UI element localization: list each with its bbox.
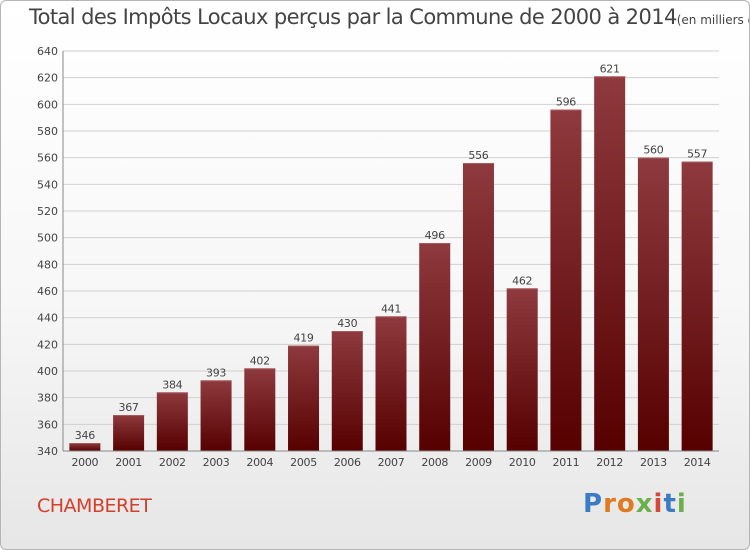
y-tick-label: 400 — [37, 365, 58, 378]
data-label: 560 — [643, 144, 663, 157]
data-label: 367 — [119, 401, 139, 414]
x-tick-label: 2013 — [640, 456, 667, 469]
bar — [156, 392, 188, 451]
data-label: 346 — [75, 429, 95, 442]
bar — [331, 331, 363, 451]
x-tick-label: 2007 — [378, 456, 405, 469]
data-label: 430 — [337, 317, 357, 330]
data-label: 557 — [687, 148, 707, 161]
y-tick-label: 620 — [37, 72, 58, 85]
y-tick-label: 600 — [37, 98, 58, 111]
y-tick-label: 460 — [37, 285, 58, 298]
bar — [462, 163, 494, 451]
bar — [419, 243, 451, 451]
logo-letter: i — [676, 489, 687, 519]
data-label: 496 — [425, 229, 445, 242]
y-tick-label: 520 — [37, 205, 58, 218]
logo-letter: o — [616, 489, 636, 519]
bar — [550, 109, 582, 452]
data-label: 441 — [381, 302, 401, 315]
bar — [506, 288, 538, 451]
y-tick-label: 420 — [37, 338, 58, 351]
data-label: 384 — [162, 378, 182, 391]
y-tick-label: 440 — [37, 312, 58, 325]
y-tick-label: 480 — [37, 258, 58, 271]
bar — [594, 76, 626, 451]
x-tick-label: 2009 — [465, 456, 492, 469]
bar — [681, 161, 713, 451]
data-label: 419 — [293, 332, 313, 345]
x-tick-label: 2001 — [115, 456, 142, 469]
y-tick-label: 360 — [37, 418, 58, 431]
y-tick-label: 560 — [37, 152, 58, 165]
x-tick-label: 2006 — [334, 456, 361, 469]
data-label: 402 — [250, 354, 270, 367]
x-tick-label: 2005 — [290, 456, 317, 469]
y-tick-label: 500 — [37, 232, 58, 245]
data-label: 621 — [600, 62, 620, 75]
data-label: 462 — [512, 274, 532, 287]
data-label: 393 — [206, 366, 226, 379]
data-label: 556 — [468, 149, 488, 162]
data-labels: 346 367 384 393 402 419 430 441 496 556 462 596 621 5… — [75, 62, 708, 442]
y-tick-label: 580 — [37, 125, 58, 138]
y-tick-label: 640 — [37, 45, 58, 58]
bars — [69, 76, 713, 452]
x-tick-label: 2002 — [159, 456, 186, 469]
x-tick-label: 2011 — [553, 456, 580, 469]
logo-letter: x — [635, 489, 654, 519]
x-tick-label: 2004 — [246, 456, 273, 469]
x-tick-label: 2000 — [71, 456, 98, 469]
data-label: 596 — [556, 96, 576, 109]
bar — [375, 316, 407, 451]
x-tick-label: 2008 — [421, 456, 448, 469]
y-tick-label: 540 — [37, 178, 58, 191]
bar — [200, 380, 232, 451]
bar — [69, 443, 101, 451]
x-tick-label: 2010 — [509, 456, 536, 469]
y-tick-label: 340 — [37, 445, 58, 458]
logo-letter: t — [663, 489, 677, 519]
chart-subtitle: (en milliers d'€) — [676, 13, 749, 27]
bar — [637, 157, 669, 451]
chart-title-text: Total des Impôts Locaux perçus par la Co… — [29, 5, 677, 29]
bar — [244, 368, 276, 451]
x-tick-label: 2012 — [596, 456, 623, 469]
proxiti-logo: Proxiti — [583, 489, 687, 519]
bar — [288, 345, 320, 451]
x-tick-label: 2003 — [203, 456, 230, 469]
chart-title: Total des Impôts Locaux perçus par la Co… — [29, 5, 749, 29]
logo-letter: i — [653, 489, 664, 519]
axes: 340 360 380 400 420 440 460 480 500 520 540 560 580 6… — [37, 45, 719, 469]
logo-letter: r — [603, 489, 617, 519]
commune-name: CHAMBERET — [37, 495, 152, 517]
y-tick-label: 380 — [37, 392, 58, 405]
logo-letter: P — [583, 489, 604, 519]
bar — [113, 415, 145, 451]
x-tick-label: 2014 — [684, 456, 711, 469]
